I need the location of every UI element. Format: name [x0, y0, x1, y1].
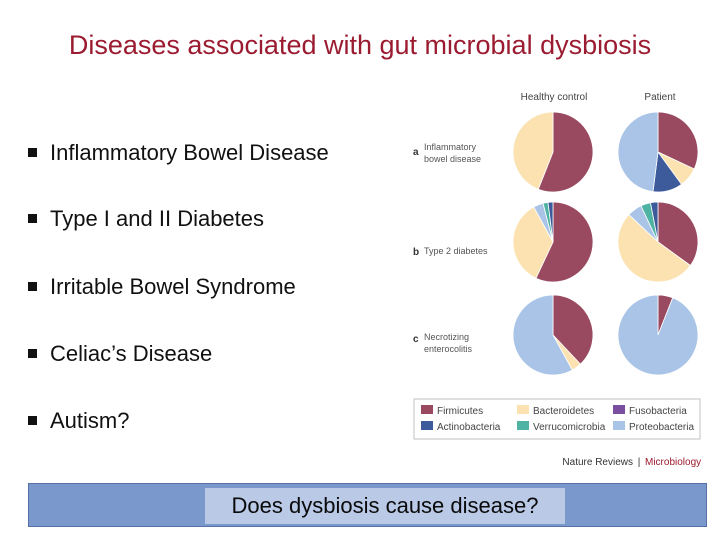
row-label-c-line2: enterocolitis — [424, 344, 473, 354]
pie-slice-actinobacteria — [650, 201, 659, 243]
pie-slice-firmicutes — [657, 201, 699, 267]
pie-b-patient — [617, 201, 699, 283]
legend-label-actinobacteria: Actinobacteria — [437, 422, 501, 433]
column-header-patient: Patient — [644, 92, 675, 103]
bullet-item: Irritable Bowel Syndrome — [28, 274, 296, 300]
legend: Firmicutes Bacteroidetes Fusobacteria Actin… — [421, 405, 694, 433]
pie-slice-actinobacteria — [547, 201, 554, 243]
credit-journal: Nature Reviews — [562, 457, 633, 468]
legend-label-verrucomicrobia: Verrucomicrobia — [533, 422, 606, 433]
bullet-list: Inflammatory Bowel Disease Type I and II… — [28, 0, 408, 540]
square-bullet-icon — [28, 415, 37, 425]
legend-label-firmicutes: Firmicutes — [437, 406, 483, 417]
pie-slice-proteobacteria — [617, 111, 659, 193]
row-label-a-line2: bowel disease — [424, 154, 481, 164]
square-bullet-icon — [28, 213, 37, 223]
square-bullet-icon — [28, 147, 37, 157]
pie-c-patient — [617, 294, 699, 376]
row-letter-b: b — [413, 247, 419, 258]
legend-label-bacteroidetes: Bacteroidetes — [533, 406, 594, 417]
pie-a-healthy — [512, 111, 594, 193]
bullet-item: Inflammatory Bowel Disease — [28, 140, 329, 166]
legend-swatch-firmicutes — [421, 405, 433, 414]
pie-slice-firmicutes — [535, 201, 594, 283]
credit-section: Microbiology — [645, 457, 701, 468]
row-letter-a: a — [413, 147, 419, 158]
bullet-text: Irritable Bowel Syndrome — [50, 274, 296, 299]
bullet-item: Celiac’s Disease — [28, 341, 212, 367]
pie-b-healthy — [512, 201, 594, 283]
pie-slice-proteobacteria — [617, 294, 699, 376]
row-letter-c: c — [413, 334, 419, 345]
legend-swatch-proteobacteria — [613, 421, 625, 430]
bullet-text: Inflammatory Bowel Disease — [50, 140, 329, 165]
bullet-item: Type I and II Diabetes — [28, 206, 264, 232]
pie-charts — [512, 111, 699, 376]
pie-c-healthy — [512, 294, 594, 376]
credit-separator: | — [638, 457, 641, 468]
row-label-b-line1: Type 2 diabetes — [424, 246, 488, 256]
pie-slice-bacteroidetes — [617, 214, 691, 283]
column-header-healthy: Healthy control — [521, 92, 588, 103]
bullet-item: Autism? — [28, 408, 129, 434]
bullet-text: Autism? — [50, 408, 130, 433]
legend-swatch-fusobacteria — [613, 405, 625, 414]
pie-slice-proteobacteria — [512, 294, 573, 376]
pie-a-patient — [617, 111, 699, 193]
pie-slice-firmicutes — [657, 111, 699, 170]
question-text: Does dysbiosis cause disease? — [205, 488, 565, 524]
square-bullet-icon — [28, 281, 37, 291]
legend-swatch-actinobacteria — [421, 421, 433, 430]
legend-box — [413, 398, 701, 440]
pie-slice-firmicutes — [537, 111, 594, 193]
slide-title: Diseases associated with gut microbial d… — [68, 30, 652, 60]
pie-slice-firmicutes — [552, 294, 594, 365]
legend-label-proteobacteria: Proteobacteria — [629, 422, 694, 433]
legend-swatch-bacteroidetes — [517, 405, 529, 414]
square-bullet-icon — [28, 348, 37, 358]
row-label-a-line1: Inflammatory — [424, 142, 477, 152]
pie-slice-bacteroidetes — [512, 111, 554, 190]
row-label-c-line1: Necrotizing — [424, 332, 469, 342]
legend-label-fusobacteria: Fusobacteria — [629, 406, 687, 417]
bullet-text: Celiac’s Disease — [50, 341, 213, 366]
pie-slice-bacteroidetes — [512, 206, 554, 279]
legend-swatch-verrucomicrobia — [517, 421, 529, 430]
bullet-text: Type I and II Diabetes — [50, 206, 265, 231]
